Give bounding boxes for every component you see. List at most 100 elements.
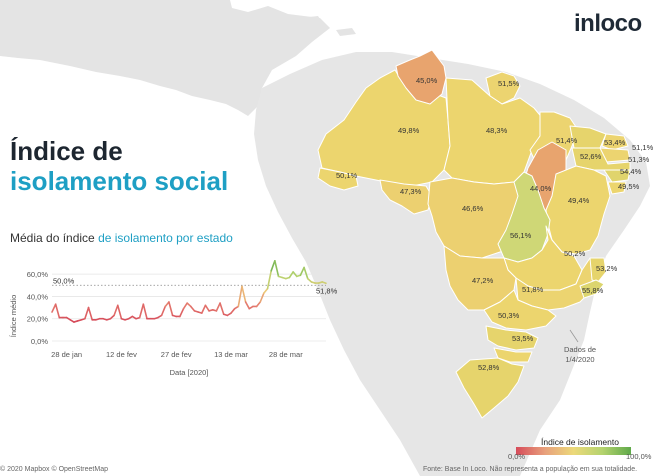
series-segment	[266, 270, 273, 290]
source-note: Fonte: Base In Loco. Não representa a po…	[423, 466, 638, 473]
label-minas-gerais: 51,8%	[522, 285, 544, 294]
series-segment	[270, 259, 276, 272]
state-alagoas[interactable]	[603, 169, 631, 183]
legend-min-label: 0,0%	[508, 452, 526, 461]
label-para: 48,3%	[486, 126, 508, 135]
date-note: Dados de 1/4/2020	[557, 345, 603, 365]
date-note-line2: 1/4/2020	[565, 355, 595, 364]
x-tick-label: 28 de jan	[51, 350, 82, 359]
series-segment	[204, 304, 210, 312]
series-segment	[230, 307, 236, 314]
state-acre[interactable]	[317, 167, 359, 191]
state-sergipe[interactable]	[607, 181, 627, 195]
state-rj[interactable]	[579, 279, 605, 299]
x-axis-label: Data [2020]	[170, 368, 209, 377]
label-maranhao: 51,4%	[556, 136, 578, 145]
y-axis-ticks: 0,0% 20,0% 40,0% 60,0%	[27, 270, 49, 346]
state-es[interactable]	[589, 257, 607, 283]
inloco-logo: inloco	[574, 10, 642, 37]
series-segment	[274, 259, 280, 278]
subtitle-prefix: Média do índice	[10, 231, 99, 245]
series-segment	[263, 287, 269, 294]
series-segment	[299, 266, 305, 277]
label-ms: 47,2%	[472, 276, 494, 285]
chart-subtitle: Média do índice de isolamento por estado	[10, 231, 233, 245]
series-segment	[215, 302, 221, 312]
label-mato-grosso: 46,6%	[462, 204, 484, 213]
state-bahia[interactable]	[545, 165, 611, 255]
series-segment	[255, 301, 262, 308]
x-axis-ticks: 28 de jan 12 de fev 27 de fev 13 de mar 28 d…	[51, 350, 303, 359]
label-piaui: 44,0%	[530, 184, 552, 193]
label-rj: 55,8%	[582, 286, 604, 295]
series-segment	[160, 305, 167, 317]
y-tick-label: 40,0%	[27, 292, 49, 301]
x-tick-label: 12 de fev	[106, 350, 137, 359]
y-tick-label: 0,0%	[31, 337, 48, 346]
series-segment	[259, 292, 265, 303]
series-segment	[237, 285, 243, 308]
series-segment	[241, 285, 247, 303]
reference-line-label: 50,0%	[53, 276, 75, 285]
state-sao-paulo[interactable]	[483, 289, 557, 331]
last-value-label: 51,8%	[316, 286, 338, 295]
series-segment	[292, 271, 298, 278]
x-tick-label: 13 de mar	[214, 350, 248, 359]
series-segment	[168, 301, 174, 317]
label-amazonas: 49,8%	[398, 126, 420, 135]
series-segment	[182, 302, 188, 310]
y-tick-label: 60,0%	[27, 270, 49, 279]
label-goias: 50,2%	[564, 249, 586, 258]
label-sergipe: 49,5%	[618, 182, 640, 191]
label-tocantins: 56,1%	[510, 231, 532, 240]
state-para[interactable]	[443, 77, 545, 185]
series-segment	[54, 303, 61, 319]
series-segment	[116, 304, 123, 320]
map-attribution[interactable]: © 2020 Mapbox © OpenStreetMap	[0, 466, 108, 473]
label-parana: 53,5%	[512, 334, 534, 343]
legend-color-scale	[516, 447, 631, 455]
label-roraima: 45,0%	[416, 76, 438, 85]
legend-max-label: 100,0%	[626, 452, 652, 461]
x-tick-label: 27 de fev	[161, 350, 192, 359]
series-segment	[219, 302, 225, 316]
label-alagoas: 54,4%	[620, 167, 642, 176]
date-note-leader	[569, 329, 579, 343]
land-caribbean	[300, 16, 356, 36]
legend-title: Índice de isolamento	[541, 437, 619, 447]
series-segment	[200, 304, 207, 314]
chart-grid	[52, 273, 326, 342]
land-central-america	[0, 0, 330, 116]
subtitle-highlight: de isolamento por estado	[98, 231, 233, 245]
state-rondonia[interactable]	[379, 179, 433, 215]
x-tick-label: 28 de mar	[269, 350, 303, 359]
series-segment	[138, 303, 145, 319]
isolation-line-chart[interactable]: 0,0% 20,0% 40,0% 60,0% 28 de jan 12 de fev 27…	[0, 255, 350, 385]
series-segment	[186, 302, 192, 308]
state-rn[interactable]	[601, 133, 629, 151]
label-rondonia: 47,3%	[400, 187, 422, 196]
label-pernambuco: 52,6%	[580, 152, 602, 161]
state-value-labels: 45,0% 51,5% 49,8% 48,3% 51,4% 44,0% 53,4…	[336, 76, 654, 372]
state-rs[interactable]	[455, 357, 525, 419]
series-segment	[306, 277, 313, 283]
series-segment	[51, 303, 57, 313]
series-segment	[244, 301, 251, 310]
state-parana[interactable]	[485, 325, 539, 351]
page-title-line2: isolamento social	[10, 166, 229, 196]
label-amapa: 51,5%	[498, 79, 520, 88]
series-segment	[109, 314, 115, 320]
label-ceara: 53,4%	[604, 138, 626, 147]
label-acre: 50,1%	[336, 171, 358, 180]
series-segment	[288, 271, 294, 279]
label-bahia: 49,4%	[568, 196, 590, 205]
label-rn: 51,1%	[632, 143, 654, 152]
y-axis-label: Índice médio	[9, 295, 18, 338]
series-segment	[84, 306, 90, 320]
series-line	[51, 259, 327, 323]
label-rs: 52,8%	[478, 363, 500, 372]
label-es: 53,2%	[596, 264, 618, 273]
page-title-line1: Índice de	[10, 136, 123, 166]
